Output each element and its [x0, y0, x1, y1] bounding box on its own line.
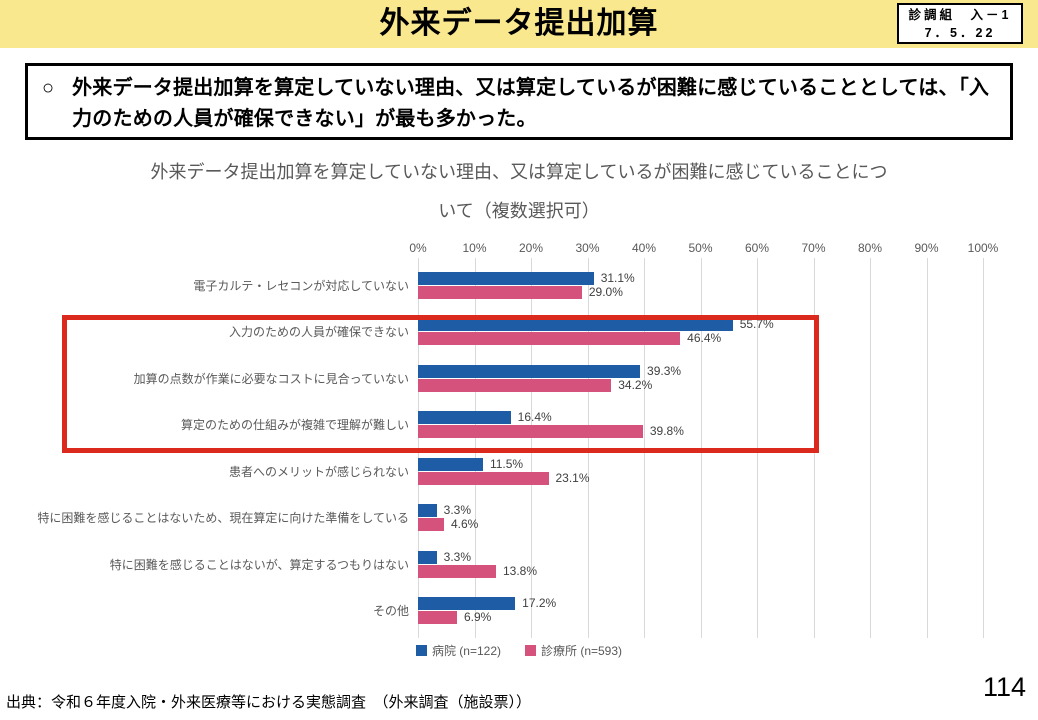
x-tick-label: 20% [518, 241, 544, 255]
value-label-clinic: 6.9% [463, 610, 492, 625]
chart-title-line1: 外来データ提出加算を算定していない理由、又は算定しているが困難に感じていることに… [150, 162, 888, 182]
value-label-clinic: 23.1% [555, 470, 590, 485]
category-label: 特に困難を感じることはないが、算定するつもりはない [109, 557, 409, 572]
value-label-hospital: 39.3% [647, 363, 682, 378]
bar-hospital [418, 457, 483, 471]
x-tick-label: 90% [914, 241, 939, 255]
bar-clinic [418, 425, 643, 439]
summary-statement-box: ○ 外来データ提出加算を算定していない理由、又は算定しているが困難に感じているこ… [25, 63, 1013, 140]
gridline [870, 258, 871, 638]
x-tick-label: 10% [462, 241, 487, 255]
value-label-clinic: 13.8% [502, 563, 537, 578]
bar-chart: 0% 10% 20% 30% 40% 50% 60% 70% 80% 90% 100% 電子カルテ・レ… [25, 238, 1013, 658]
legend-label-clinic: 診療所 (n=593) [541, 644, 623, 658]
category-label: 患者へのメリットが感じられない [228, 464, 409, 479]
bar-clinic [418, 285, 582, 299]
category-label: その他 [372, 604, 409, 619]
page-number: 114 [982, 672, 1026, 702]
bar-clinic [418, 378, 612, 392]
gridline [700, 258, 702, 638]
value-label-clinic: 39.8% [649, 424, 684, 439]
value-label-hospital: 3.3% [443, 549, 471, 564]
source-note: 出典：令和６年度入院・外来医療等における実態調査 （外来調査（施設票）） [6, 694, 532, 711]
x-tick-label: 100% [967, 241, 999, 255]
x-tick-label: 40% [631, 241, 657, 255]
gridline [474, 258, 476, 638]
doc-ref-box: 診調組 入－1 7．5．22 [897, 3, 1023, 44]
bar-hospital [418, 271, 594, 285]
gridline [587, 258, 589, 638]
value-label-hospital: 17.2% [522, 596, 557, 611]
doc-ref-line2: 7．5．22 [924, 25, 996, 40]
page-title: 外来データ提出加算 [379, 7, 659, 40]
legend-label-hospital: 病院 (n=122) [431, 644, 501, 658]
doc-ref-line1: 診調組 入－1 [908, 7, 1012, 22]
gridline [757, 258, 758, 638]
x-tick-label: 80% [857, 241, 883, 255]
x-tick-label: 50% [688, 241, 713, 255]
category-label: 電子カルテ・レセコンが対応していない [193, 278, 409, 293]
category-label: 加算の点数が作業に必要なコストに見合っていない [133, 371, 409, 386]
gridline [531, 258, 532, 638]
legend: 病院 (n=122) 診療所 (n=593) [25, 642, 1013, 659]
x-tick-label: 70% [801, 241, 826, 255]
category-label: 算定のための仕組みが複雑で理解が難しい [180, 418, 409, 433]
category-label: 特に困難を感じることはないため、現在算定に向けた準備をしている [37, 511, 409, 526]
header-band: 外来データ提出加算 診調組 入－1 7．5．22 [0, 0, 1038, 48]
value-label-clinic: 29.0% [588, 284, 623, 299]
bar-clinic [418, 564, 496, 578]
gridline [813, 258, 815, 638]
value-label-clinic: 4.6% [450, 517, 479, 532]
bar-hospital [418, 411, 511, 425]
bar-hospital [418, 504, 437, 518]
category-label: 入力のための人員が確保できない [228, 325, 409, 340]
gridline [926, 258, 928, 638]
bar-clinic [418, 332, 681, 346]
value-label-hospital: 11.5% [489, 456, 524, 471]
bar-clinic [418, 518, 444, 532]
bar-clinic [418, 611, 457, 625]
value-label-hospital: 31.1% [600, 270, 635, 285]
value-label-hospital: 16.4% [517, 410, 552, 425]
bar-clinic [418, 471, 549, 485]
value-label-hospital: 55.7% [739, 317, 774, 332]
bar-hospital [418, 318, 733, 332]
value-label-clinic: 34.2% [618, 377, 653, 392]
gridline [644, 258, 645, 638]
chart-title-line2: いて（複数選択可） [438, 201, 600, 221]
gridline [418, 258, 419, 638]
legend-item-clinic: 診療所 (n=593) [525, 642, 622, 659]
bar-hospital [418, 550, 437, 564]
chart-title: 外来データ提出加算を算定していない理由、又は算定しているが困難に感じていることに… [40, 160, 998, 223]
legend-item-hospital: 病院 (n=122) [415, 642, 501, 659]
legend-swatch-hospital [415, 645, 427, 656]
bar-hospital [418, 597, 516, 611]
circle-bullet-icon: ○ [42, 77, 55, 99]
x-tick-label: 0% [409, 241, 427, 255]
bar-hospital [418, 364, 641, 378]
x-tick-label: 30% [575, 241, 600, 255]
gridline [983, 258, 984, 638]
legend-swatch-clinic [525, 645, 536, 656]
summary-statement-text: 外来データ提出加算を算定していない理由、又は算定しているが困難に感じていることと… [72, 77, 990, 130]
value-label-hospital: 3.3% [443, 503, 471, 518]
value-label-clinic: 46.4% [687, 331, 722, 346]
x-tick-label: 60% [744, 241, 770, 255]
